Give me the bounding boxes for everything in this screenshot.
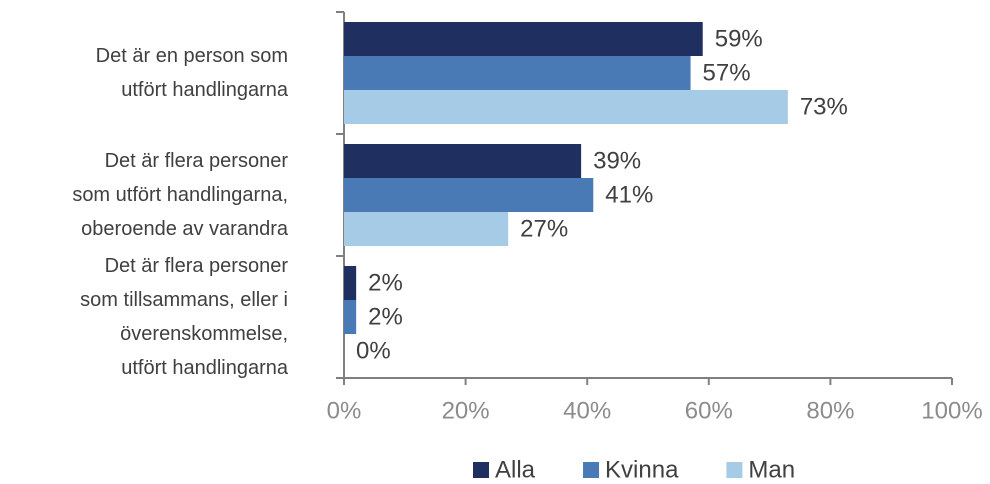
value-label: 27% bbox=[520, 215, 568, 242]
value-label: 73% bbox=[800, 93, 848, 120]
x-tick-label: 80% bbox=[806, 397, 854, 424]
bar bbox=[344, 178, 594, 212]
bar bbox=[344, 300, 357, 334]
x-tick-label: 100% bbox=[921, 397, 982, 424]
value-label: 2% bbox=[368, 269, 403, 296]
bar bbox=[344, 144, 582, 178]
legend-swatch bbox=[583, 462, 600, 478]
legend-label: Kvinna bbox=[605, 456, 679, 483]
x-tick-label: 0% bbox=[327, 397, 362, 424]
category-label: Det är flera personer som utfört handlin… bbox=[72, 150, 288, 240]
bar bbox=[344, 22, 703, 56]
value-label: 39% bbox=[593, 147, 641, 174]
value-label: 2% bbox=[368, 303, 403, 330]
value-label: 41% bbox=[605, 181, 653, 208]
legend-swatch bbox=[726, 462, 743, 478]
value-label: 59% bbox=[715, 25, 763, 52]
legend-swatch bbox=[473, 462, 489, 478]
legend-label: Alla bbox=[495, 456, 536, 483]
category-label: Det är flera personer som tillsammans, e… bbox=[80, 255, 288, 379]
bar bbox=[344, 56, 691, 90]
value-label: 0% bbox=[356, 337, 391, 364]
bar bbox=[344, 266, 357, 300]
x-tick-label: 40% bbox=[563, 397, 611, 424]
x-tick-label: 20% bbox=[442, 397, 490, 424]
value-label: 57% bbox=[703, 59, 751, 86]
bar bbox=[344, 90, 788, 124]
x-tick-label: 60% bbox=[685, 397, 733, 424]
category-label: Det är en person som utfört handlingarna bbox=[95, 45, 288, 101]
bar bbox=[344, 212, 509, 246]
legend-label: Man bbox=[748, 456, 795, 483]
